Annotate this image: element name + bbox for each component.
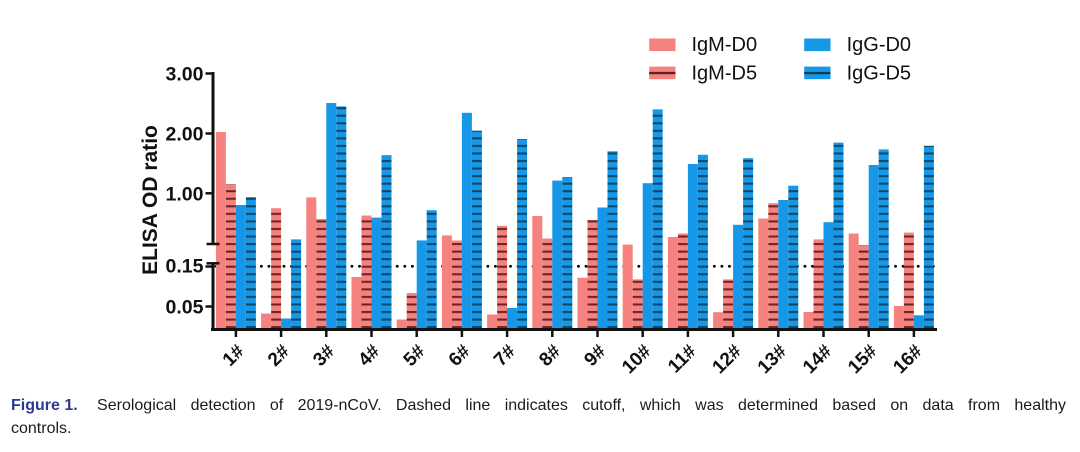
svg-text:11#: 11#	[664, 341, 701, 378]
svg-text:15#: 15#	[844, 341, 882, 379]
svg-text:2#: 2#	[264, 341, 294, 371]
svg-text:ELISA OD ratio: ELISA OD ratio	[139, 125, 162, 275]
svg-text:0.05: 0.05	[166, 297, 204, 319]
svg-text:IgG-D0: IgG-D0	[847, 34, 911, 56]
svg-text:12#: 12#	[709, 341, 747, 379]
svg-text:1.00: 1.00	[166, 183, 204, 205]
svg-text:5#: 5#	[400, 341, 430, 371]
svg-text:IgM-D5: IgM-D5	[692, 62, 758, 84]
svg-text:14#: 14#	[799, 341, 837, 379]
svg-text:16#: 16#	[889, 341, 927, 379]
svg-text:IgM-D0: IgM-D0	[692, 34, 758, 56]
svg-text:1#: 1#	[219, 341, 249, 371]
svg-text:7#: 7#	[490, 341, 520, 371]
svg-text:3#: 3#	[309, 341, 339, 371]
svg-text:0.15: 0.15	[166, 255, 204, 277]
svg-text:13#: 13#	[754, 341, 792, 379]
svg-text:9#: 9#	[580, 341, 610, 371]
svg-text:4#: 4#	[354, 341, 384, 371]
svg-text:IgG-D5: IgG-D5	[847, 62, 911, 84]
svg-text:3.00: 3.00	[166, 64, 204, 86]
svg-text:8#: 8#	[535, 341, 565, 371]
svg-text:2.00: 2.00	[166, 124, 204, 146]
svg-text:10#: 10#	[618, 341, 656, 379]
svg-text:6#: 6#	[445, 341, 475, 371]
